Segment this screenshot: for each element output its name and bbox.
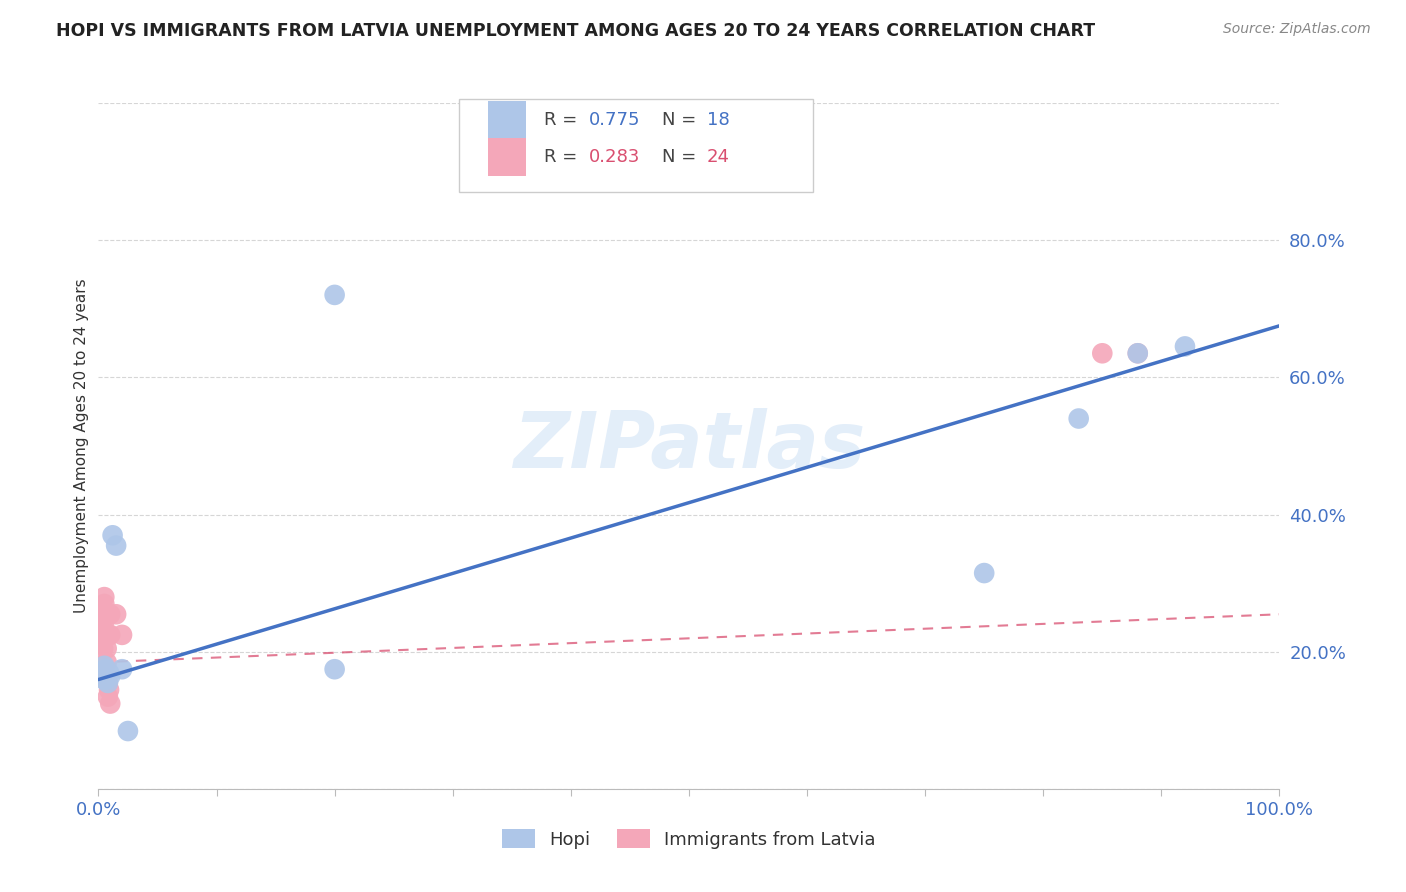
Point [111,628,134,642]
Point [93,607,115,622]
Point [98,628,121,642]
Point [101,528,124,542]
Point [97,676,120,690]
Point [93,614,115,628]
Text: 0.283: 0.283 [589,148,640,166]
Text: 18: 18 [707,112,730,129]
Point [973,566,995,580]
Point [105,539,128,553]
Legend: Hopi, Immigrants from Latvia: Hopi, Immigrants from Latvia [495,822,883,856]
Point [105,607,128,622]
Text: 24: 24 [707,148,730,166]
Text: R =: R = [544,148,582,166]
Point [98,607,121,622]
FancyBboxPatch shape [458,99,813,192]
Point [111,662,134,676]
Point [96,669,118,683]
Point [97,690,120,704]
Point [93,590,115,604]
Point [91,628,114,642]
Point [93,673,115,687]
Text: HOPI VS IMMIGRANTS FROM LATVIA UNEMPLOYMENT AMONG AGES 20 TO 24 YEARS CORRELATIO: HOPI VS IMMIGRANTS FROM LATVIA UNEMPLOYM… [56,22,1095,40]
Point [98,697,121,711]
Point [91,600,114,615]
Text: Source: ZipAtlas.com: Source: ZipAtlas.com [1223,22,1371,37]
Point [98,628,121,642]
Point [1126,346,1149,360]
Point [96,673,118,687]
Point [1091,346,1114,360]
Point [93,658,115,673]
Point [98,682,121,697]
Text: ZIPatlas: ZIPatlas [513,408,865,484]
Point [323,662,346,676]
Point [96,641,118,656]
Point [98,665,121,680]
Text: N =: N = [662,148,702,166]
Point [117,724,139,739]
Text: R =: R = [544,112,582,129]
Point [1067,411,1090,425]
Point [97,676,120,690]
Point [323,288,346,302]
Point [1126,346,1149,360]
Point [91,614,114,628]
Text: 0.775: 0.775 [589,112,640,129]
Point [94,628,117,642]
Bar [488,137,526,176]
Point [91,641,114,656]
Point [93,665,115,680]
Text: N =: N = [662,112,702,129]
Y-axis label: Unemployment Among Ages 20 to 24 years: Unemployment Among Ages 20 to 24 years [75,278,89,614]
Point [91,628,114,642]
Bar [488,102,526,139]
Point [96,656,118,670]
Point [1174,339,1197,353]
Point [98,669,121,683]
Point [94,662,117,676]
Point [93,597,115,611]
